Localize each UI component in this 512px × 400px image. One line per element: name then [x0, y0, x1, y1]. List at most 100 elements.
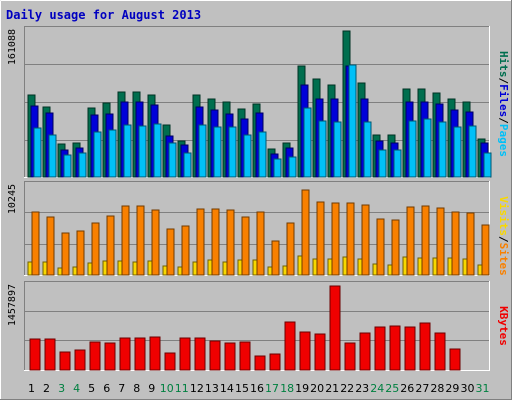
bar-kbytes-day-4 [74, 349, 86, 371]
bar-sites-day-24 [376, 218, 385, 276]
bar-pages-day-14 [228, 126, 237, 178]
day-label-7: 7 [118, 382, 125, 395]
day-label-9: 9 [148, 382, 155, 395]
bar-kbytes-day-10 [164, 352, 176, 371]
panel-max-value-label: 10245 [7, 184, 18, 214]
panel-hits-files-pages: 161088 Hits/Files/Pages [7, 26, 510, 178]
bar-pages-day-15 [243, 134, 252, 178]
day-label-29: 29 [445, 382, 459, 395]
day-label-21: 21 [325, 382, 339, 395]
bar-pages-day-9 [153, 123, 162, 178]
bar-sites-day-26 [406, 206, 415, 276]
bar-sites-day-28 [436, 207, 445, 276]
bar-sites-day-31 [481, 224, 490, 276]
bar-kbytes-day-28 [434, 332, 446, 371]
bar-kbytes-day-23 [359, 332, 371, 371]
bar-sites-day-20 [316, 201, 325, 276]
bar-kbytes-day-19 [299, 331, 311, 371]
bar-kbytes-day-26 [404, 326, 416, 371]
legend-separator: / [497, 78, 510, 85]
bar-sites-day-7 [121, 205, 130, 276]
bar-sites-day-11 [181, 225, 190, 276]
day-label-28: 28 [430, 382, 444, 395]
bar-pages-day-31 [483, 152, 492, 178]
legend-separator: / [497, 236, 510, 243]
legend-hits: Hits [497, 51, 510, 78]
bar-pages-day-8 [138, 125, 147, 178]
bar-pages-day-18 [288, 156, 297, 178]
bar-pages-day-12 [198, 124, 207, 178]
bar-kbytes-day-17 [269, 353, 281, 371]
bar-sites-day-1 [31, 211, 40, 276]
day-label-26: 26 [400, 382, 414, 395]
day-label-2: 2 [43, 382, 50, 395]
bar-kbytes-day-6 [104, 342, 116, 371]
bar-sites-day-2 [46, 216, 55, 276]
day-label-27: 27 [415, 382, 429, 395]
legend-separator: / [497, 117, 510, 124]
day-label-12: 12 [190, 382, 204, 395]
bar-kbytes-day-21 [329, 285, 341, 371]
bar-sites-day-12 [196, 208, 205, 276]
legend-pages: Pages [497, 124, 510, 157]
bar-kbytes-day-22 [344, 342, 356, 371]
bar-kbytes-day-14 [224, 342, 236, 371]
bar-kbytes-day-25 [389, 325, 401, 371]
bar-kbytes-day-3 [59, 351, 71, 371]
day-label-20: 20 [310, 382, 324, 395]
bar-sites-day-5 [91, 222, 100, 276]
day-label-22: 22 [340, 382, 354, 395]
bar-pages-day-19 [303, 107, 312, 178]
panel-series-legend: Hits/Files/Pages [497, 51, 510, 157]
bar-kbytes-day-29 [449, 348, 461, 371]
legend-sites: Sites [497, 243, 510, 276]
bar-pages-day-26 [408, 120, 417, 178]
bar-kbytes-day-24 [374, 326, 386, 371]
day-label-23: 23 [355, 382, 369, 395]
day-label-30: 30 [461, 382, 475, 395]
day-label-24: 24 [370, 382, 384, 395]
bar-pages-day-30 [468, 125, 477, 178]
day-label-17: 17 [265, 382, 279, 395]
day-label-4: 4 [73, 382, 80, 395]
panel-series-legend: KBytes [497, 306, 510, 346]
bar-kbytes-day-11 [179, 337, 191, 371]
day-label-11: 11 [175, 382, 189, 395]
bar-pages-day-25 [393, 149, 402, 178]
bar-kbytes-day-1 [29, 338, 41, 371]
x-axis-day-labels: 1 2 3 4 5 6 7 8 9 10 11 12 13 14 15 16 17 18 19 20 21 22 23 24 2… [28, 382, 490, 395]
bar-sites-day-3 [61, 232, 70, 276]
bar-kbytes-day-5 [89, 341, 101, 371]
bar-pages-day-16 [258, 131, 267, 178]
panel-kbytes: 1457897 KBytes [7, 281, 510, 371]
day-label-16: 16 [250, 382, 264, 395]
day-label-5: 5 [88, 382, 95, 395]
bar-kbytes-day-15 [239, 341, 251, 371]
day-label-13: 13 [205, 382, 219, 395]
bar-sites-day-23 [361, 204, 370, 276]
bar-kbytes-day-7 [119, 337, 131, 371]
bar-sites-day-22 [346, 202, 355, 276]
bar-kbytes-day-8 [134, 337, 146, 371]
bar-kbytes-day-9 [149, 336, 161, 371]
bar-kbytes-day-27 [419, 322, 431, 371]
bar-sites-day-17 [271, 240, 280, 276]
day-label-8: 8 [133, 382, 140, 395]
day-label-15: 15 [235, 382, 249, 395]
bar-pages-day-10 [168, 142, 177, 178]
bar-sites-day-13 [211, 208, 220, 276]
panel-visits-sites: 10245 Visits/Sites [7, 181, 510, 276]
bar-kbytes-day-12 [194, 337, 206, 371]
bar-sites-day-19 [301, 189, 310, 276]
bar-pages-day-20 [318, 120, 327, 178]
bar-sites-day-14 [226, 209, 235, 276]
bar-sites-day-21 [331, 202, 340, 276]
day-label-6: 6 [103, 382, 110, 395]
bar-sites-day-8 [136, 205, 145, 276]
day-label-10: 10 [160, 382, 174, 395]
bar-pages-day-2 [48, 134, 57, 178]
bar-sites-day-27 [421, 205, 430, 276]
day-label-14: 14 [220, 382, 234, 395]
day-label-1: 1 [28, 382, 35, 395]
